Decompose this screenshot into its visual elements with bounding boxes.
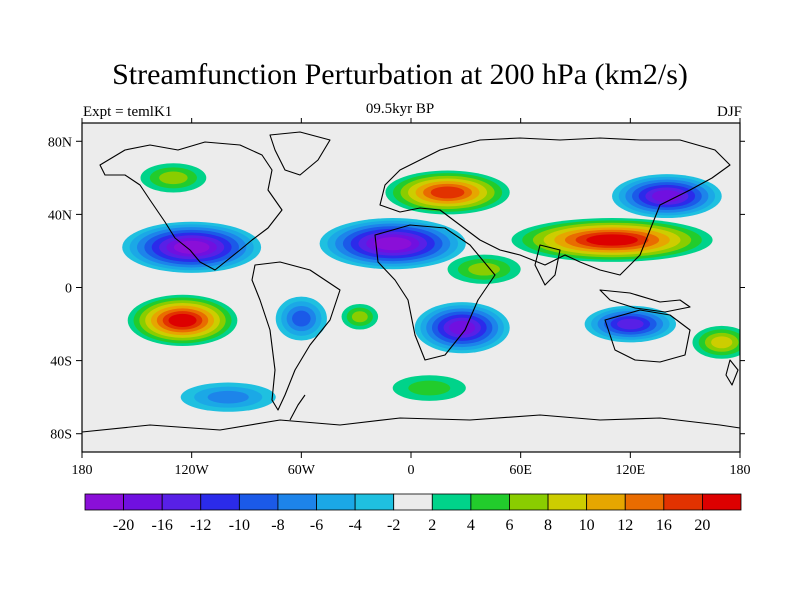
coast-antarctica <box>82 414 740 433</box>
field-feature-14 <box>392 375 466 401</box>
axis-ticks: 180 120W 60W 0 60E 120E 180 80N 40N 0 40S 80S <box>48 118 751 478</box>
coast-indonesia <box>599 289 691 313</box>
field-contour-7-7 <box>586 234 638 246</box>
coast-new-zealand <box>725 359 739 386</box>
colorbar-swatch <box>354 493 395 511</box>
colorbar-label: -4 <box>348 517 361 534</box>
colorbar-swatch <box>316 493 356 511</box>
coast-africa <box>374 224 496 361</box>
map-title: Streamfunction Perturbation at 200 hPa (… <box>112 58 688 91</box>
field-feature-7 <box>511 218 713 262</box>
colorbar-swatch <box>200 493 240 511</box>
colorbar-swatch <box>702 493 742 511</box>
colorbar-swatch <box>663 493 703 511</box>
lat-tick-label: 80N <box>48 135 72 150</box>
colorbar-swatch <box>586 493 626 511</box>
coastlines <box>82 131 740 433</box>
experiment-label: Expt = temlK1 <box>83 104 173 120</box>
field-feature-0 <box>122 221 262 273</box>
colorbar-label: 10 <box>579 517 595 534</box>
coast-south-america <box>251 261 341 411</box>
lat-tick-label: 0 <box>65 282 72 297</box>
season-label: DJF <box>716 104 742 120</box>
colorbar-label: 4 <box>467 517 475 534</box>
colorbar-label: -10 <box>229 517 250 534</box>
field-feature-12 <box>692 325 740 359</box>
lon-tick-label: 60E <box>509 463 532 478</box>
field-feature-2 <box>612 174 722 219</box>
lon-tick-label: 0 <box>408 463 415 478</box>
field-feature-5 <box>275 296 327 341</box>
field-contour-6-6 <box>430 186 465 199</box>
field-feature-6 <box>385 170 510 215</box>
field-contour-9-2 <box>159 171 188 185</box>
field-feature-10 <box>447 254 521 284</box>
colorbar-label: -8 <box>271 517 284 534</box>
field-contour-5-3 <box>292 310 311 327</box>
field-contour-3-6 <box>449 320 476 335</box>
field-contour-11-2 <box>351 311 368 323</box>
field-contour-13-2 <box>207 390 249 404</box>
field-contour-1-7 <box>373 237 412 251</box>
coast-north-america <box>99 141 283 271</box>
field-contour-12-3 <box>711 336 733 349</box>
field-feature-1 <box>319 218 466 270</box>
lat-tick-label: 80S <box>50 428 72 443</box>
field-feature-13 <box>180 382 276 412</box>
colorbar-label: 2 <box>428 517 436 534</box>
field-contour-4-5 <box>617 318 644 330</box>
colorbar-label: -2 <box>387 517 400 534</box>
colorbar-swatch <box>161 493 202 511</box>
colorbar-label: -20 <box>113 517 134 534</box>
field-feature-3 <box>414 302 510 354</box>
coast-antarctic-peninsula <box>289 394 306 421</box>
lon-tick-label: 180 <box>730 463 751 478</box>
lon-tick-label: 120E <box>616 463 646 478</box>
field-feature-9 <box>140 163 207 193</box>
coast-eurasia <box>379 137 731 276</box>
lon-tick-label: 180 <box>72 463 93 478</box>
colorbar: -20 -16 -12 -10 -8 -6 -4 -2 2 4 6 8 10 12 16 20 <box>84 493 742 534</box>
period-label: 09.5kyr BP <box>365 101 435 117</box>
colorbar-label: 6 <box>505 517 513 534</box>
lat-tick-label: 40S <box>50 355 72 370</box>
colorbar-swatch <box>547 493 588 511</box>
colorbar-swatch <box>123 493 163 511</box>
coast-australia <box>604 309 691 363</box>
field-feature-8 <box>127 294 238 346</box>
lon-tick-label: 60W <box>288 463 316 478</box>
colorbar-label: -12 <box>190 517 211 534</box>
field-contour-2-6 <box>652 190 682 203</box>
field-contour-14-1 <box>408 380 451 396</box>
colorbar-swatch <box>509 493 549 511</box>
lon-tick-label: 120W <box>175 463 210 478</box>
lat-tick-label: 40N <box>48 208 72 223</box>
colorbar-swatch <box>624 493 665 511</box>
colorbar-label: -16 <box>152 517 173 534</box>
coast-india <box>534 244 561 286</box>
colorbar-label: 12 <box>617 517 633 534</box>
colorbar-swatch <box>277 493 317 511</box>
colorbar-label: 8 <box>544 517 552 534</box>
coast-greenland <box>269 131 331 176</box>
colorbar-swatch <box>84 493 124 511</box>
colorbar-label: 20 <box>694 517 710 534</box>
field-contour-8-7 <box>168 313 197 327</box>
colorbar-label: -6 <box>310 517 323 534</box>
colorbar-swatch <box>431 493 472 511</box>
streamfunction-field <box>122 163 740 412</box>
colorbar-label: 16 <box>656 517 672 534</box>
field-feature-11 <box>341 303 379 330</box>
colorbar-swatch <box>393 493 433 511</box>
field-contour-10-2 <box>468 262 500 276</box>
colorbar-swatch <box>238 493 279 511</box>
colorbar-swatch <box>470 493 510 511</box>
